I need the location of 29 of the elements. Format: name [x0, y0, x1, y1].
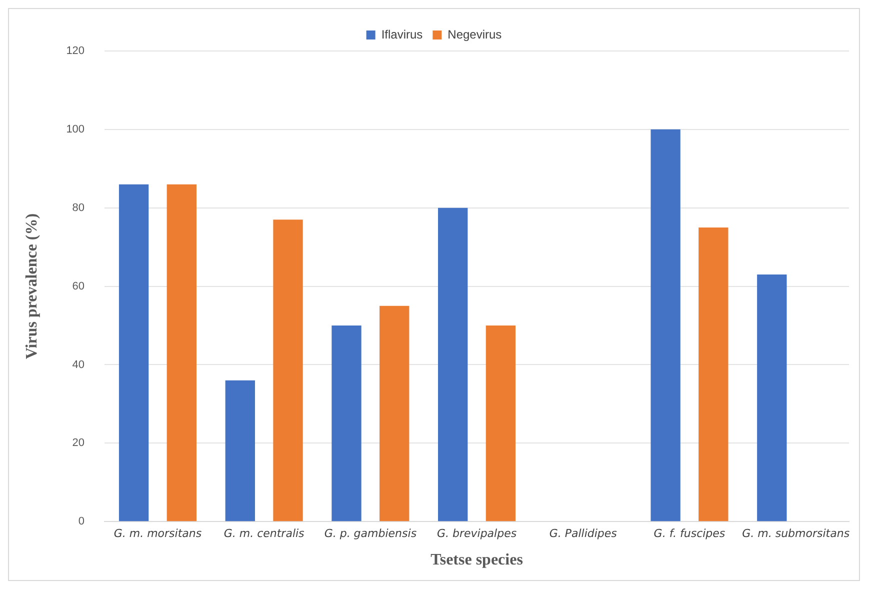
bar: [486, 326, 516, 522]
x-tick-label: G. Pallidipes: [549, 527, 618, 540]
y-tick-label: 40: [72, 358, 85, 371]
y-tick-label: 120: [66, 45, 85, 58]
bar: [225, 380, 255, 522]
y-tick-label: 20: [72, 437, 85, 450]
bar: [118, 184, 149, 522]
x-tick-label: G. m. centralis: [224, 527, 305, 540]
bar: [380, 306, 410, 522]
y-axis-title: Virus prevalence (%): [24, 213, 41, 360]
x-tick-label: G. p. gambiensis: [324, 527, 417, 540]
bar: [273, 220, 303, 522]
y-tick-label: 0: [78, 516, 85, 528]
x-tick-label: G. m. morsitans: [114, 527, 202, 540]
x-tick-label: G. f. fuscipes: [654, 527, 726, 540]
bar: [166, 184, 196, 522]
x-tick-label: G. brevipalpes: [436, 527, 517, 540]
legend-label: Negevirus: [448, 27, 502, 42]
bar: [757, 274, 787, 522]
y-tick-label: 80: [72, 202, 85, 214]
x-tick-label: G. m. submorsitans: [742, 527, 850, 540]
bar: [332, 326, 362, 522]
bar: [698, 227, 728, 522]
bar: [438, 208, 468, 522]
bar: [650, 129, 680, 522]
y-tick-label: 60: [72, 280, 85, 292]
x-axis-title: Tsetse species: [430, 552, 523, 569]
y-tick-label: 100: [66, 123, 85, 136]
legend-label: Iflavirus: [381, 27, 423, 42]
